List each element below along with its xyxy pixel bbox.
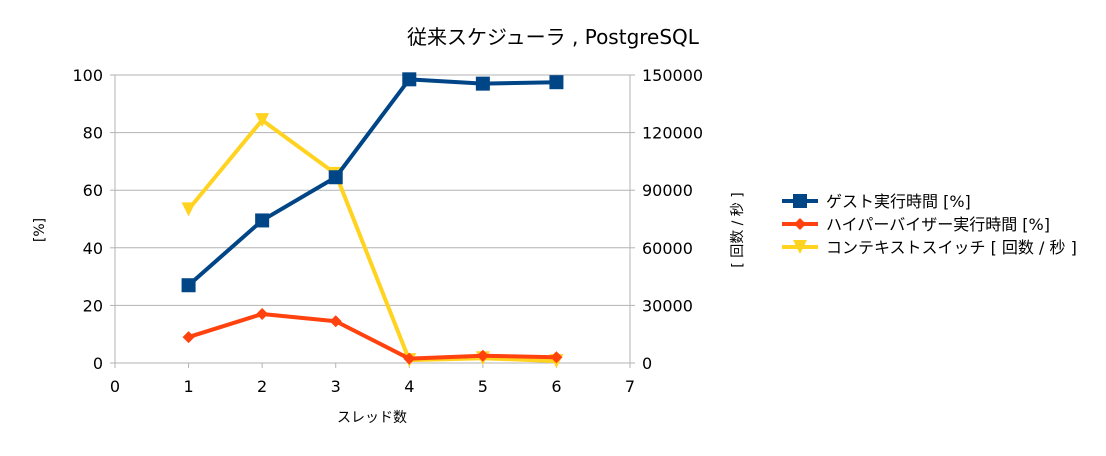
legend-entry-1: ハイパーバイザー実行時間 [%] xyxy=(782,215,1050,234)
data-point xyxy=(329,315,342,328)
series-line-2 xyxy=(187,118,557,364)
data-point xyxy=(550,351,563,364)
legend-swatch-marker xyxy=(793,240,807,254)
x-tick-label: 4 xyxy=(404,377,414,396)
y-right-tick-label: 30000 xyxy=(642,296,693,315)
data-point xyxy=(255,213,270,228)
legend-swatch-marker xyxy=(793,194,807,208)
data-point xyxy=(402,72,417,87)
series-line-0 xyxy=(187,77,557,287)
y-left-tick-label: 20 xyxy=(83,296,103,315)
chart-title: 従来スケジューラ , PostgreSQL xyxy=(407,25,700,49)
legend-swatch-marker xyxy=(794,218,806,230)
legend-label: コンテキストスイッチ [ 回数 / 秒 ] xyxy=(826,238,1077,257)
y-right-tick-label: 120000 xyxy=(642,124,703,143)
grid-lines xyxy=(115,74,630,364)
y-left-tick-label: 0 xyxy=(93,354,103,373)
data-point xyxy=(182,331,195,344)
x-tick-label: 0 xyxy=(110,377,120,396)
data-point xyxy=(255,113,270,128)
series-1 xyxy=(182,308,563,365)
legend-label: ゲスト実行時間 [%] xyxy=(826,192,971,211)
y-left-tick-label: 60 xyxy=(83,181,103,200)
data-point xyxy=(181,202,196,217)
data-point xyxy=(476,349,489,362)
data-point xyxy=(256,308,269,321)
data-point xyxy=(475,76,490,91)
legend: ゲスト実行時間 [%] ハイパーバイザー実行時間 [%] コンテキストスイッチ [ … xyxy=(782,192,1077,257)
x-axis-label: スレッド数 xyxy=(337,410,407,426)
y-left-tick-label: 100 xyxy=(72,66,103,85)
legend-entry-0: ゲスト実行時間 [%] xyxy=(782,192,971,211)
y-left-tick-label: 40 xyxy=(83,239,103,258)
series-line-1 xyxy=(187,312,557,361)
legend-label: ハイパーバイザー実行時間 [%] xyxy=(826,215,1050,234)
y-right-tick-label: 60000 xyxy=(642,239,693,258)
x-tick-label: 7 xyxy=(625,377,635,396)
data-point xyxy=(181,278,196,293)
axes xyxy=(110,74,635,368)
y-axis-left-label: [%] xyxy=(32,218,48,242)
x-tick-label: 6 xyxy=(551,377,561,396)
data-point xyxy=(403,352,416,365)
series-0 xyxy=(181,72,564,293)
y-axis-right-label: [ 回数 / 秒 ] xyxy=(730,192,746,267)
y-right-tick-label: 150000 xyxy=(642,66,703,85)
x-tick-label: 1 xyxy=(183,377,193,396)
y-right-tick-label: 0 xyxy=(642,354,652,373)
series-lines xyxy=(181,72,564,369)
legend-entry-2: コンテキストスイッチ [ 回数 / 秒 ] xyxy=(782,238,1077,257)
x-tick-label: 3 xyxy=(331,377,341,396)
x-tick-label: 2 xyxy=(257,377,267,396)
y-left-tick-label: 80 xyxy=(83,124,103,143)
tick-labels: 0204060801000300006000090000120000150000… xyxy=(72,66,703,396)
y-right-tick-label: 90000 xyxy=(642,181,693,200)
data-point xyxy=(328,170,343,185)
data-point xyxy=(549,75,564,90)
x-tick-label: 5 xyxy=(478,377,488,396)
